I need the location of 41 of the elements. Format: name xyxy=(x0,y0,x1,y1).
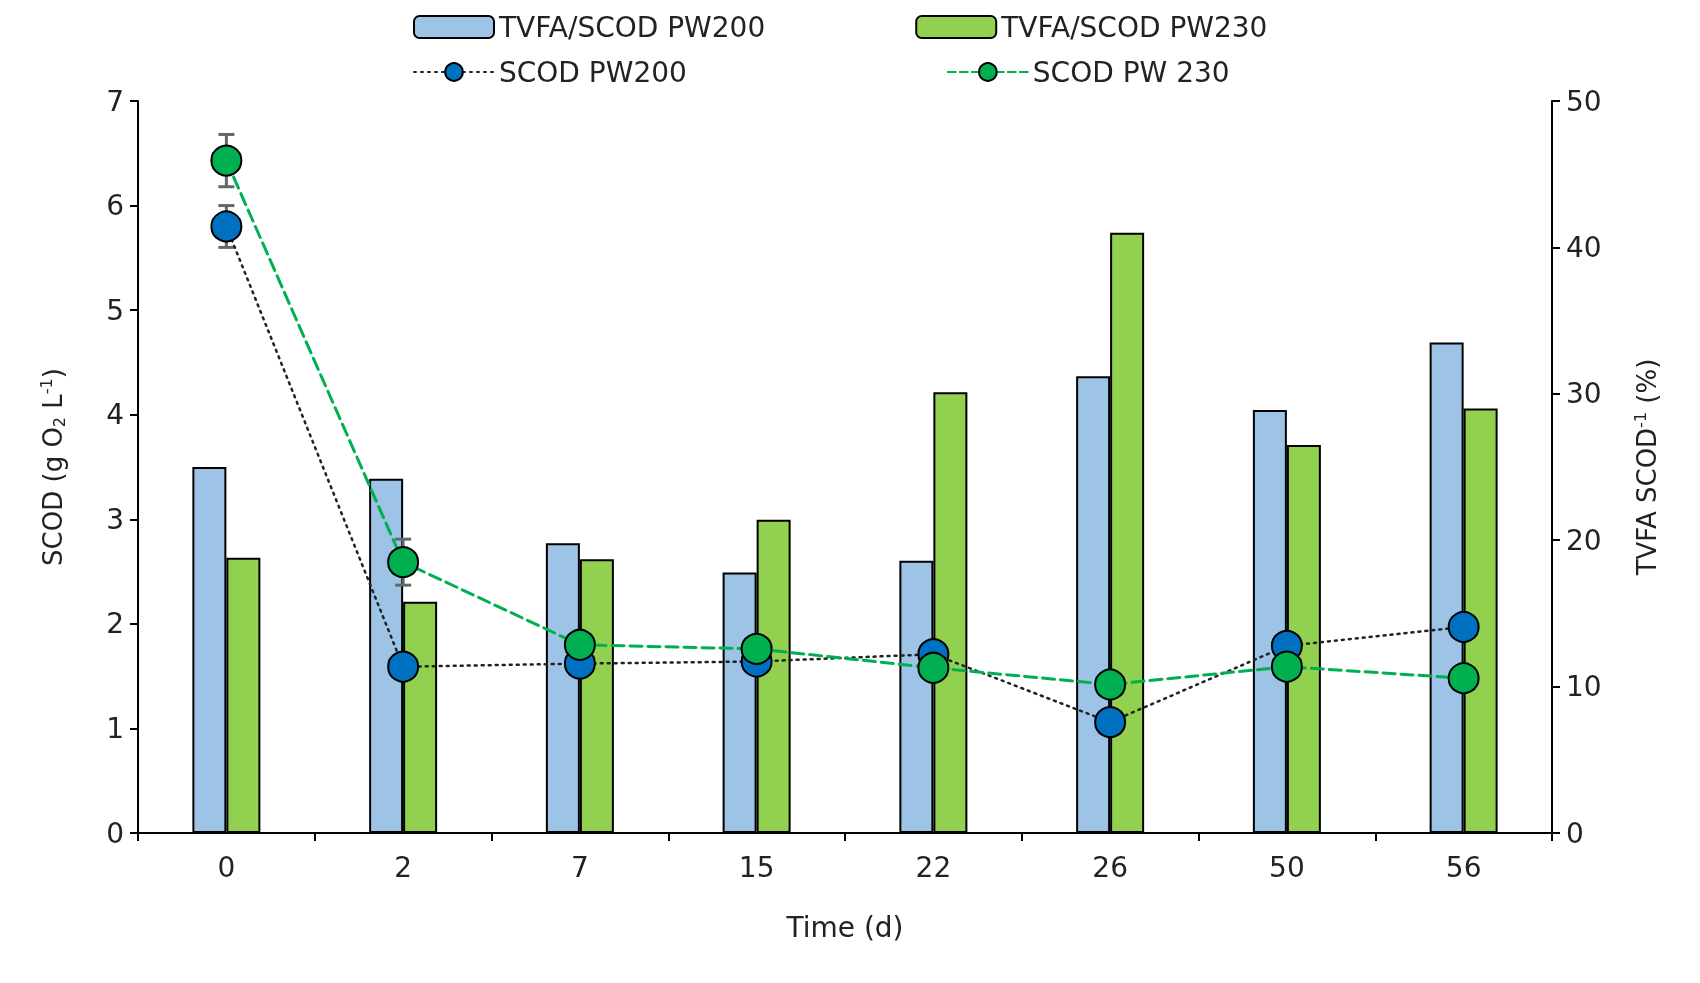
y-tick-label: 3 xyxy=(106,502,124,536)
point xyxy=(917,651,950,684)
point xyxy=(740,632,773,665)
y2-tick-label: 0 xyxy=(1566,816,1584,850)
y2-tick-label: 50 xyxy=(1566,84,1602,118)
legend-label: TVFA/SCOD PW230 xyxy=(1000,10,1268,44)
legend-label: SCOD PW200 xyxy=(499,55,687,89)
x-tick-label: 15 xyxy=(738,850,775,884)
x-tick-label: 50 xyxy=(1269,850,1305,884)
x-axis-title: Time (d) xyxy=(785,910,904,944)
point xyxy=(1447,611,1480,643)
y-tick-label: 0 xyxy=(106,816,124,850)
x-tick-label: 22 xyxy=(915,850,952,884)
y2-tick-label: 40 xyxy=(1566,230,1602,264)
point xyxy=(1094,668,1127,701)
x-tick-label: 0 xyxy=(217,850,236,884)
point xyxy=(1270,650,1303,683)
y-tick-label: 7 xyxy=(106,84,124,118)
point xyxy=(1447,662,1480,695)
point xyxy=(387,546,420,579)
y2-axis-title: TVFA SCOD-1 (%) xyxy=(1630,358,1662,577)
point xyxy=(210,144,243,177)
x-tick-label: 7 xyxy=(570,850,589,884)
x-tick-label: 26 xyxy=(1092,850,1128,884)
y2-tick-label: 20 xyxy=(1566,523,1602,557)
y2-tick-label: 10 xyxy=(1566,670,1602,704)
y-tick-label: 5 xyxy=(106,293,124,327)
x-tick-label: 2 xyxy=(394,850,413,884)
x-tick-label: 56 xyxy=(1445,850,1482,884)
point xyxy=(210,210,243,243)
point xyxy=(387,650,420,683)
point xyxy=(1094,706,1127,739)
legend-label: TVFA/SCOD PW200 xyxy=(498,10,766,44)
y-tick-label: 1 xyxy=(106,711,124,745)
y-tick-label: 2 xyxy=(106,607,124,641)
y-tick-label: 4 xyxy=(106,398,124,432)
y-tick-label: 6 xyxy=(106,189,124,223)
legend-label: SCOD PW 230 xyxy=(1032,55,1230,89)
y-axis-title: SCOD (g O2 L-1) xyxy=(36,368,69,566)
point xyxy=(563,628,596,661)
y2-tick-label: 30 xyxy=(1566,377,1602,411)
